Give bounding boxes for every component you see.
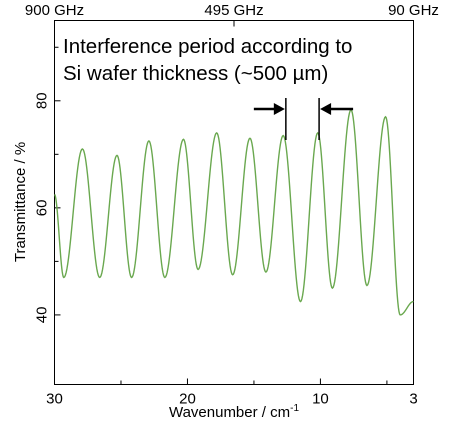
left-arrow-head [273,103,285,115]
annotation-line-1: Interference period according to [63,35,352,58]
top-tick-label: 900 GHz [25,2,84,19]
y-tick-label: 80 [34,92,51,109]
y-axis-ticks: 40 60 80 [34,46,61,324]
transmittance-series-line [54,108,414,316]
x-tick-label: 30 [46,391,63,408]
y-tick-label: 60 [34,200,51,217]
annotation-line-2: Si wafer thickness (~500 µm) [63,62,328,85]
x-tick-label: 3 [409,391,417,408]
y-axis-label: Transmittance / % [12,142,29,262]
top-axis-ticks: 900 GHz 495 GHz 90 GHz [25,2,439,27]
x-axis-label: Wavenumber / cm-1 [169,403,299,421]
x-tick-label: 10 [312,391,329,408]
top-tick-label: 90 GHz [388,2,439,19]
x-axis-ticks: 30 20 10 3 [46,378,418,408]
y-tick-label: 40 [34,307,51,324]
right-arrow-head [320,103,332,115]
x-tick-label: 20 [179,391,196,408]
period-markers [253,98,354,140]
top-tick-label: 495 GHz [204,2,263,19]
